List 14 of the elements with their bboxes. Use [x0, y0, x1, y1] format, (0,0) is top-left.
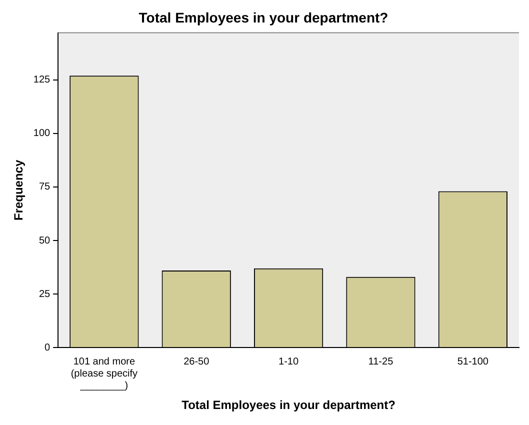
x-tick-label: 101 and more (please specify ________) — [70, 356, 138, 392]
y-tick-label: 75 — [38, 182, 51, 193]
x-tick-label: 51-100 — [457, 356, 489, 368]
x-tick-label: 26-50 — [184, 356, 210, 368]
y-tick-label: 50 — [38, 235, 51, 246]
y-tick-label: 100 — [33, 128, 51, 140]
chart-title: Total Employees in your department? — [138, 9, 388, 26]
y-tick-label: 125 — [33, 74, 51, 86]
x-tick-label: 11-25 — [368, 356, 394, 368]
y-tick-label: 0 — [44, 342, 51, 354]
y-axis-title: Frequency — [12, 160, 26, 221]
y-tick-label: 25 — [38, 288, 51, 300]
x-tick-label: 1-10 — [278, 356, 299, 368]
x-axis-title: Total Employees in your department? — [182, 398, 396, 412]
